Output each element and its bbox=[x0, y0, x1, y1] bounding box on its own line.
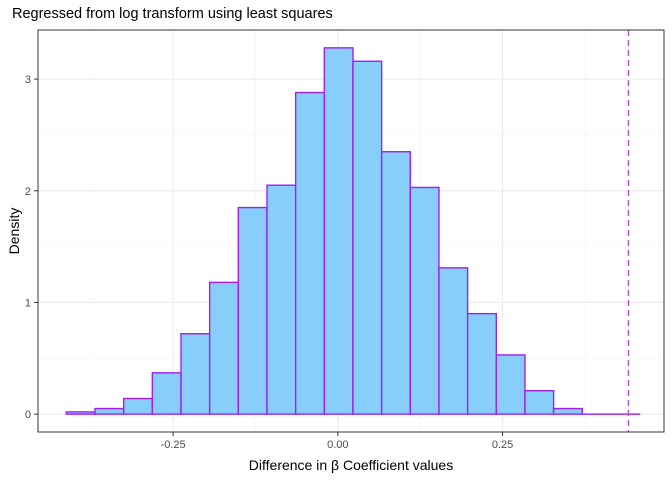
y-tick-label: 2 bbox=[25, 186, 31, 198]
x-tick-label: 0.00 bbox=[327, 439, 348, 451]
histogram-bar bbox=[180, 333, 211, 415]
y-axis: 0 1 2 3 bbox=[25, 74, 38, 421]
histogram-bars bbox=[65, 47, 641, 415]
x-tick-label: 0.25 bbox=[492, 439, 513, 451]
histogram-bar bbox=[495, 354, 526, 415]
y-axis-title: Density bbox=[6, 208, 22, 255]
histogram-bar bbox=[65, 411, 96, 415]
histogram-bar bbox=[94, 407, 125, 415]
chart-title: Regressed from log transform using least… bbox=[12, 6, 333, 22]
panel-border bbox=[37, 29, 665, 433]
histogram-bar bbox=[323, 47, 354, 415]
histogram-bar bbox=[466, 312, 497, 415]
histogram-bar bbox=[352, 60, 383, 415]
histogram-bar bbox=[524, 389, 555, 415]
histogram-bar bbox=[552, 407, 583, 415]
histogram-bar bbox=[438, 267, 469, 415]
histogram-bar bbox=[237, 206, 268, 415]
histogram-bar bbox=[208, 281, 240, 415]
histogram-bar bbox=[294, 91, 326, 415]
y-tick-label: 0 bbox=[25, 409, 31, 421]
x-axis: -0.25 0.00 0.25 bbox=[161, 432, 513, 451]
panel bbox=[37, 29, 665, 433]
histogram-bar bbox=[380, 151, 412, 415]
histogram-bar bbox=[151, 372, 182, 415]
x-axis-title: Difference in β Coefficient values bbox=[249, 457, 453, 473]
histogram-bar bbox=[266, 184, 297, 415]
y-tick-label: 3 bbox=[25, 74, 31, 86]
histogram-bar bbox=[122, 397, 154, 415]
x-tick-label: -0.25 bbox=[161, 439, 186, 451]
y-tick-label: 1 bbox=[25, 297, 31, 309]
histogram-bar bbox=[409, 186, 440, 415]
